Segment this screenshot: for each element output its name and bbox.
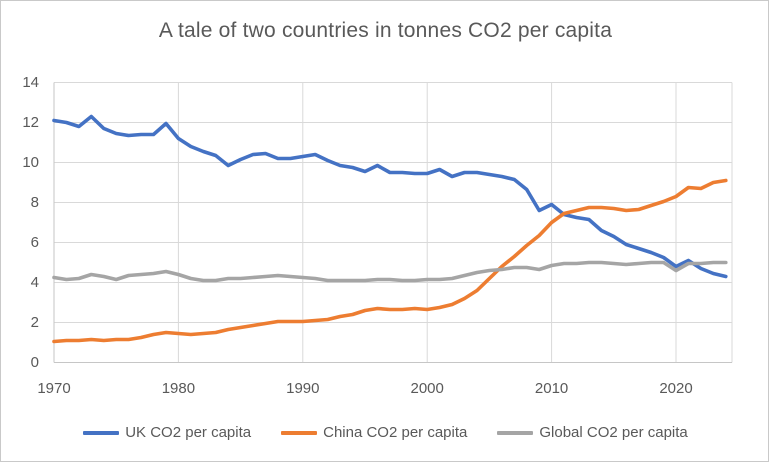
legend-item-1: China CO2 per capita (281, 424, 467, 441)
x-tick-label-2010: 2010 (534, 380, 569, 397)
x-tick-label-1970: 1970 (37, 380, 71, 397)
legend-item-2: Global CO2 per capita (497, 424, 688, 441)
x-tick-label-1990: 1990 (286, 380, 320, 397)
y-tick-label-8: 8 (30, 193, 39, 211)
series-line-1 (52, 178, 728, 344)
gridlines (54, 82, 732, 363)
legend-line-marker-1 (281, 430, 318, 435)
y-tick-label-10: 10 (22, 153, 39, 171)
legend-label-0: UK CO2 per capita (125, 424, 252, 441)
chart-title: A tale of two countries in tonnes CO2 pe… (158, 19, 613, 42)
y-tick-label-4: 4 (30, 273, 39, 291)
legend-label-2: Global CO2 per capita (539, 424, 688, 441)
plot-border (53, 82, 733, 363)
y-tick-label-0: 0 (30, 353, 39, 371)
y-tick-label-12: 12 (22, 113, 39, 131)
legend-item-0: UK CO2 per capita (83, 424, 251, 441)
x-tick-label-2020: 2020 (659, 380, 693, 397)
series-line-0 (52, 114, 728, 279)
y-tick-label-14: 14 (22, 73, 39, 91)
legend-label-1: China CO2 per capita (323, 424, 468, 441)
y-tick-label-6: 6 (30, 233, 39, 251)
x-tick-label-2000: 2000 (410, 380, 444, 397)
y-tick-label-2: 2 (30, 313, 39, 331)
legend: UK CO2 per capita China CO2 per capita Glo… (1, 424, 768, 441)
legend-line-marker-0 (83, 430, 120, 435)
x-tick-label-1980: 1980 (161, 380, 196, 397)
series-line-2 (52, 260, 728, 283)
legend-line-marker-2 (497, 430, 534, 435)
